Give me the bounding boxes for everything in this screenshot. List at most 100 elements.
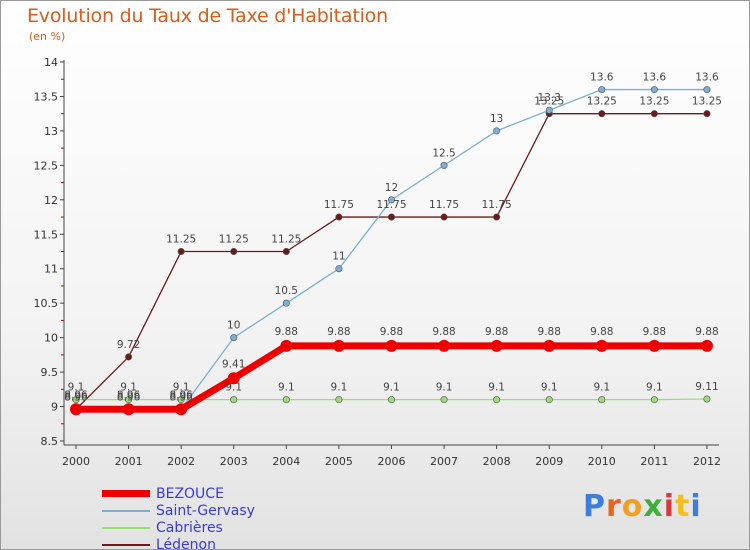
data-label: 9.1 xyxy=(225,382,242,394)
data-point xyxy=(280,339,293,352)
data-label: 9.1 xyxy=(541,382,558,394)
logo-letter: x xyxy=(643,489,664,524)
data-point xyxy=(282,299,290,307)
x-tick-label: 2010 xyxy=(588,455,616,468)
data-label: 9.88 xyxy=(275,326,298,338)
legend-label: Cabrières xyxy=(156,519,223,536)
data-label: 9.1 xyxy=(646,382,663,394)
data-label: 9.1 xyxy=(68,382,85,394)
data-label: 12 xyxy=(385,182,398,194)
logo-letter: i xyxy=(690,489,702,524)
data-label: 9.1 xyxy=(593,382,610,394)
data-point xyxy=(493,127,501,135)
data-point xyxy=(650,86,658,94)
data-point xyxy=(177,248,185,256)
data-point xyxy=(598,396,606,404)
x-tick-label: 2006 xyxy=(377,455,405,468)
y-tick-label: 12.5 xyxy=(34,159,59,172)
logo-letter: o xyxy=(621,489,644,524)
x-tick-label: 2002 xyxy=(167,455,195,468)
data-label: 10.5 xyxy=(275,285,298,297)
data-label: 9.88 xyxy=(590,326,613,338)
data-point xyxy=(493,396,501,404)
data-label: 9.88 xyxy=(380,326,403,338)
legend-label: Lédenon xyxy=(156,536,216,550)
legend-label: Saint-Gervasy xyxy=(156,502,255,519)
data-label: 9.88 xyxy=(695,326,718,338)
legend-item: BEZOUCE xyxy=(102,485,255,502)
logo-letter: r xyxy=(606,489,622,524)
data-label: 10 xyxy=(227,320,240,332)
data-point xyxy=(490,339,503,352)
y-tick-label: 9.5 xyxy=(41,366,59,379)
legend-swatch xyxy=(102,490,150,497)
data-label: 9.1 xyxy=(120,382,137,394)
legend: BEZOUCE Saint-Gervasy Cabrières Lédenon xyxy=(102,485,255,550)
data-point xyxy=(122,403,135,416)
data-point xyxy=(543,339,556,352)
data-label: 9.88 xyxy=(432,326,455,338)
data-label: 9.1 xyxy=(331,382,348,394)
data-label: 9.41 xyxy=(222,358,245,370)
data-point xyxy=(332,339,345,352)
data-point xyxy=(70,403,82,416)
x-tick-label: 2011 xyxy=(640,455,668,468)
legend-label: BEZOUCE xyxy=(156,485,224,502)
data-labels: 8.96 9.72 11.25 11.25 11.25 11.75 11.75 11.75 11… xyxy=(64,72,722,404)
series-line-lédenon xyxy=(75,113,707,410)
data-point xyxy=(493,213,501,221)
data-label: 13.25 xyxy=(692,96,722,108)
x-tick-label: 2003 xyxy=(220,455,248,468)
data-point xyxy=(700,339,713,352)
data-point xyxy=(125,353,133,361)
y-tick-label: 11.5 xyxy=(34,228,59,241)
data-label: 13.25 xyxy=(639,96,669,108)
x-tick-label: 2001 xyxy=(115,455,143,468)
data-label: 9.88 xyxy=(327,326,350,338)
data-label: 9.1 xyxy=(383,382,400,394)
y-tick-label: 9 xyxy=(51,401,58,414)
series-line-saint-gervasy xyxy=(76,88,707,410)
data-point xyxy=(440,161,448,169)
data-point xyxy=(282,248,290,256)
data-label: 13.25 xyxy=(534,96,564,108)
y-tick-label: 11 xyxy=(44,263,58,276)
legend-item: Lédenon xyxy=(102,536,255,550)
x-tick-label: 2008 xyxy=(483,455,511,468)
data-label: 9.1 xyxy=(173,382,190,394)
data-label: 11.25 xyxy=(219,234,249,246)
data-point xyxy=(650,396,658,404)
data-label: 11.25 xyxy=(271,234,301,246)
data-label: 9.88 xyxy=(538,326,561,338)
data-label: 12.5 xyxy=(432,147,455,159)
data-label: 9.88 xyxy=(485,326,508,338)
data-point xyxy=(703,395,711,403)
series-lines xyxy=(70,86,713,416)
data-point xyxy=(282,396,290,404)
data-label: 11.75 xyxy=(324,199,354,211)
data-point xyxy=(230,334,238,342)
data-point xyxy=(438,339,451,352)
data-label: 9.1 xyxy=(278,382,295,394)
x-tick-label: 2012 xyxy=(693,455,721,468)
x-tick-label: 2005 xyxy=(325,455,353,468)
data-label: 9.11 xyxy=(695,381,718,393)
data-label: 11.75 xyxy=(482,199,512,211)
data-point xyxy=(387,396,395,404)
chart-title: Evolution du Taux de Taxe d'Habitation xyxy=(27,5,388,27)
x-tick-label: 2004 xyxy=(272,455,300,468)
axes: 8.5 9 9.5 10 10.5 11 11.5 12 12.5 13 13.5 14 2000 200… xyxy=(34,56,721,468)
data-label: 13 xyxy=(490,113,503,125)
y-tick-label: 13 xyxy=(44,125,58,138)
data-label: 9.88 xyxy=(643,326,666,338)
data-point xyxy=(387,196,395,204)
x-tick-label: 2007 xyxy=(430,455,458,468)
data-label: 11 xyxy=(332,251,345,263)
data-label: 8.96 xyxy=(64,389,88,401)
data-point xyxy=(648,339,661,352)
data-point xyxy=(545,396,553,404)
legend-swatch xyxy=(102,526,150,529)
data-label: 8.96 xyxy=(169,389,193,401)
data-label: 8.96 xyxy=(117,391,141,403)
